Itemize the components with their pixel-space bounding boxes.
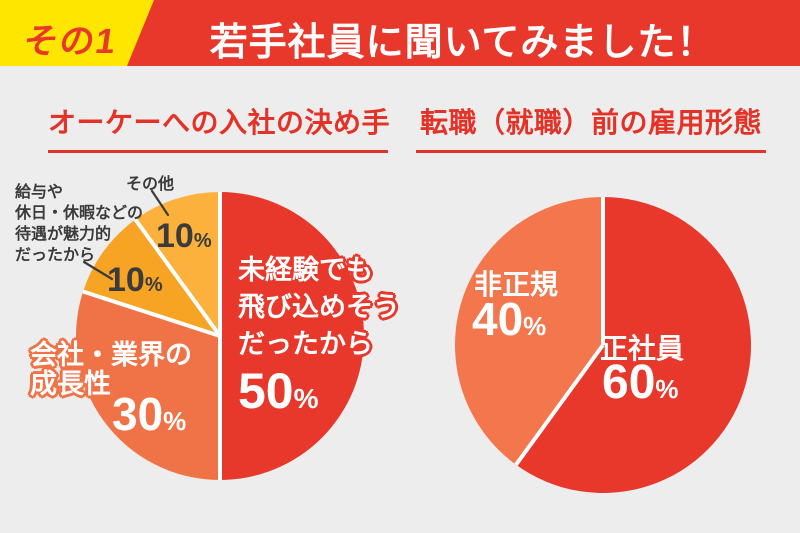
header-badge	[0, 0, 154, 66]
right-slice-60-percent: 60%	[602, 356, 679, 409]
left-slice-10-salary-percent: 10%	[107, 261, 163, 299]
right-slice-60-label: 正社員	[600, 333, 685, 364]
pie-slice	[455, 197, 603, 465]
pie-slice	[516, 197, 752, 493]
slice-divider	[82, 289, 221, 338]
pie-slice	[135, 192, 220, 336]
left-slice-10-other-percent: 10%	[156, 217, 212, 255]
left-slice-50-percent: 50%	[238, 363, 319, 419]
left-chart-title: オーケーへの入社の決め手	[48, 101, 390, 153]
slice-divider	[133, 218, 222, 338]
page-title: 若手社員に聞いてみました！	[209, 22, 716, 64]
right-chart-title: 転職（就職）前の雇用形態	[416, 101, 766, 153]
header-banner: その1 若手社員に聞いてみました！	[0, 0, 800, 66]
left-pie-chart	[76, 192, 364, 480]
slice-divider	[514, 343, 605, 466]
right-slice-40-label: 非正規	[474, 269, 559, 300]
right-pie-chart	[455, 197, 752, 493]
badge-label: その1	[20, 22, 119, 61]
pie-slice	[220, 192, 364, 480]
callout-other-label: その他	[126, 176, 175, 193]
pie-slice	[83, 219, 220, 336]
right-slice-40-percent: 40%	[472, 293, 547, 345]
left-slice-50-label: 未経験でも 飛び込めそう だったから	[238, 255, 400, 359]
callout-salary-label: 給与や 休日・休暇などの 待遇が魅力的 だったから	[15, 184, 144, 264]
left-slice-30-label: 会社・業界の 成長性	[30, 340, 192, 399]
pie-slice	[76, 291, 220, 480]
left-slice-30-percent: 30%	[112, 388, 187, 440]
